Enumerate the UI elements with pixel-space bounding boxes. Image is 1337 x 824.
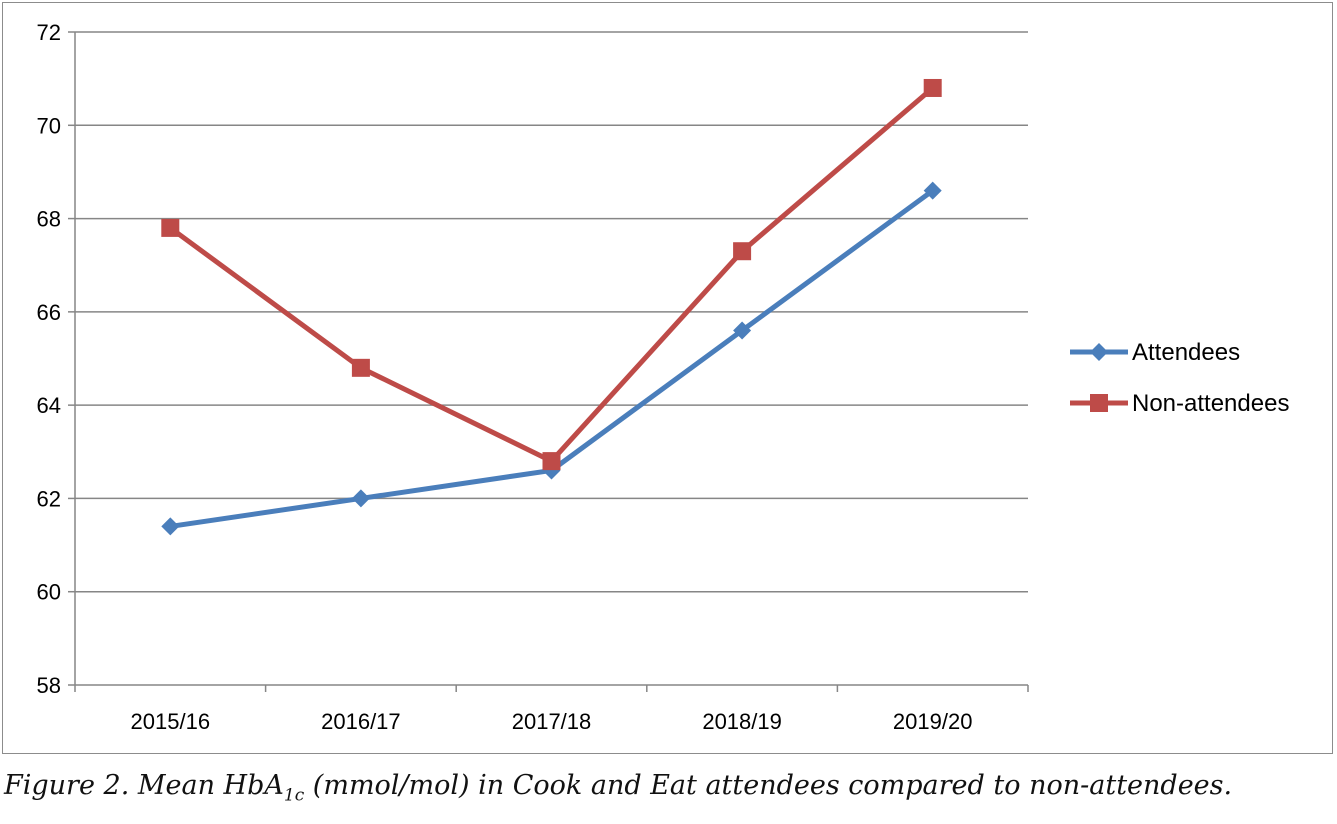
y-tick-label: 68 — [37, 207, 61, 232]
legend: Attendees Non-attendees — [1070, 339, 1289, 417]
legend-marker — [1090, 394, 1108, 412]
figure-caption: Figure 2. Mean HbA1c (mmol/mol) in Cook … — [4, 770, 1232, 805]
x-tick-label: 2016/17 — [321, 709, 401, 734]
data-point — [351, 489, 370, 508]
series-non-attendees — [161, 78, 942, 471]
caption-subscript: 1c — [283, 785, 305, 806]
y-tick-label: 66 — [37, 300, 61, 325]
data-point — [733, 321, 752, 340]
legend-marker — [1090, 343, 1108, 361]
x-tick-label: 2015/16 — [131, 709, 211, 734]
y-tick-label: 72 — [37, 20, 61, 45]
legend-label: Attendees — [1132, 339, 1240, 366]
caption-text-start: Figure 2. Mean HbA — [4, 770, 284, 801]
x-tick-label: 2018/19 — [702, 709, 782, 734]
x-tick-label: 2017/18 — [512, 709, 592, 734]
legend-item: Attendees — [1070, 339, 1240, 366]
y-tick-label: 64 — [37, 393, 61, 418]
data-point — [542, 452, 561, 471]
data-point — [923, 181, 942, 200]
series — [161, 78, 942, 536]
axes — [68, 31, 1029, 692]
legend-item: Non-attendees — [1070, 390, 1289, 417]
chart-frame — [2, 2, 1333, 754]
y-tick-label: 60 — [37, 580, 61, 605]
x-tick-label: 2019/20 — [893, 709, 973, 734]
gridlines — [75, 31, 1028, 593]
y-tick-label: 62 — [37, 486, 61, 511]
caption-text-end: (mmol/mol) in Cook and Eat attendees com… — [304, 770, 1233, 801]
data-point — [161, 218, 180, 237]
legend-label: Non-attendees — [1132, 390, 1289, 417]
y-tick-labels: 58 60 62 64 66 68 70 72 — [37, 20, 61, 698]
series-attendees — [161, 181, 942, 536]
x-tick-labels: 2015/16 2016/17 2017/18 2018/19 2019/20 — [131, 709, 973, 734]
data-point — [733, 242, 752, 261]
data-point — [923, 78, 942, 97]
data-point — [351, 358, 370, 377]
y-tick-label: 70 — [37, 113, 61, 138]
y-tick-label: 58 — [37, 673, 61, 698]
data-point — [161, 517, 180, 536]
